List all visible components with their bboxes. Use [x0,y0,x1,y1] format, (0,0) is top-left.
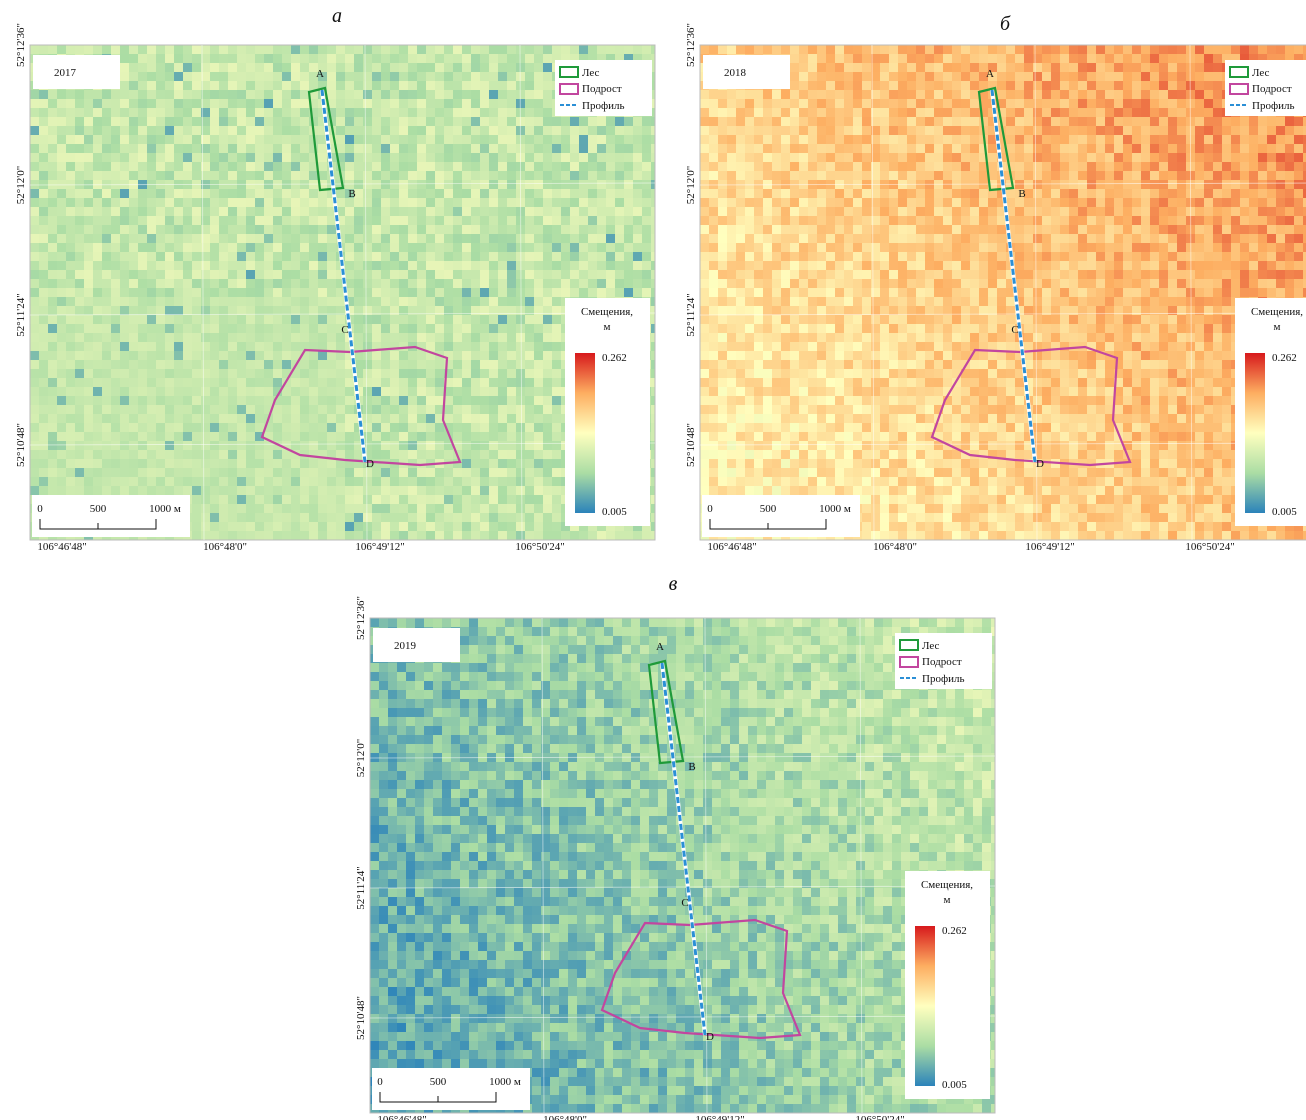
colorbar-title: Смещения, [581,306,633,318]
lon-label: 106°49'12" [355,541,404,553]
year-box [373,628,460,662]
scale-box [372,1068,530,1110]
year: 2017 [54,67,77,79]
lon-label: 106°48'0" [873,541,917,553]
legend-label: Профиль [582,100,624,112]
profile-point: B [348,188,355,200]
profile-point: C [681,897,688,909]
lon-label: 106°49'12" [1025,541,1074,553]
legend-label: Подрост [1252,83,1292,95]
legend-label: Профиль [1252,100,1294,112]
legend-label: Лес [922,640,940,652]
colorbar-max: 0.262 [602,352,627,364]
legend-label: Лес [1252,67,1270,79]
year-box [703,55,790,89]
profile-point: B [1018,188,1025,200]
lon-label: 106°46'48" [37,541,86,553]
lat-label: 52°12'36" [685,23,697,67]
scale-label: 500 [430,1076,447,1088]
profile-point: A [656,641,664,653]
lat-label: 52°12'0" [685,166,697,204]
panel-label: б [1000,13,1011,35]
scale-label: 500 [760,503,777,515]
profile-point: A [986,68,994,80]
colorbar-title: Смещения, [1251,306,1303,318]
lon-label: 106°46'48" [707,541,756,553]
grid-line [680,45,682,540]
scale-label: 1000 м [489,1076,521,1088]
raster [700,45,1306,540]
scale-label: 0 [37,503,43,515]
figure: а 52°12'36" 52°12'0" 52°11'24" 52°10'48" 106°… [0,0,1306,1120]
panel-label: в [669,573,678,595]
profile-point: D [1036,458,1044,470]
map-panel: 52°12'36" 52°12'0" 52°11'24" 52°10'48" 106°4… [15,23,682,553]
year: 2018 [724,67,747,79]
lon-label: 106°49'12" [695,1114,744,1120]
colorbar-min: 0.005 [942,1079,967,1091]
legend-label: Профиль [922,673,964,685]
lat-label: 52°12'36" [15,23,27,67]
scale-label: 500 [90,503,107,515]
colorbar-min: 0.005 [602,506,627,518]
lon-label: 106°46'48" [377,1114,426,1120]
profile-point: D [706,1031,714,1043]
lat-label: 52°10'48" [685,423,697,467]
scale-box [702,495,860,537]
lat-label: 52°11'24" [15,293,27,336]
colorbar-title: Смещения, [921,879,973,891]
scale-label: 1000 м [149,503,181,515]
lat-label: 52°12'0" [355,739,367,777]
lon-label: 106°50'24" [1185,541,1234,553]
year: 2019 [394,640,417,652]
raster [370,618,995,1113]
profile-point: B [688,761,695,773]
colorbar-unit: м [1274,321,1281,333]
legend-label: Подрост [922,656,962,668]
colorbar [1245,353,1265,513]
lat-label: 52°11'24" [355,866,367,909]
colorbar-unit: м [944,894,951,906]
map-panel: 52°12'36" 52°12'0" 52°11'24" 52°10'48" 106°4… [685,23,1306,553]
scale-label: 0 [377,1076,383,1088]
colorbar-max: 0.262 [942,925,967,937]
lon-label: 106°50'24" [855,1114,904,1120]
panel-label: а [332,5,342,27]
profile-point: C [341,324,348,336]
lon-label: 106°48'0" [203,541,247,553]
year-box [33,55,120,89]
lat-label: 52°10'48" [355,996,367,1040]
colorbar-unit: м [604,321,611,333]
raster [30,45,655,540]
scale-label: 1000 м [819,503,851,515]
lat-label: 52°10'48" [15,423,27,467]
legend-label: Подрост [582,83,622,95]
lat-label: 52°12'36" [355,596,367,640]
legend-label: Лес [582,67,600,79]
map-panel: 52°12'36" 52°12'0" 52°11'24" 52°10'48" 106°4… [355,596,1022,1120]
colorbar [575,353,595,513]
colorbar-min: 0.005 [1272,506,1297,518]
colorbar [915,926,935,1086]
lon-label: 106°48'0" [543,1114,587,1120]
lon-label: 106°50'24" [515,541,564,553]
profile-point: A [316,68,324,80]
lat-label: 52°11'24" [685,293,697,336]
scale-box [32,495,190,537]
lat-label: 52°12'0" [15,166,27,204]
colorbar-max: 0.262 [1272,352,1297,364]
scale-label: 0 [707,503,713,515]
grid-line [1020,618,1022,1113]
profile-point: D [366,458,374,470]
profile-point: C [1011,324,1018,336]
